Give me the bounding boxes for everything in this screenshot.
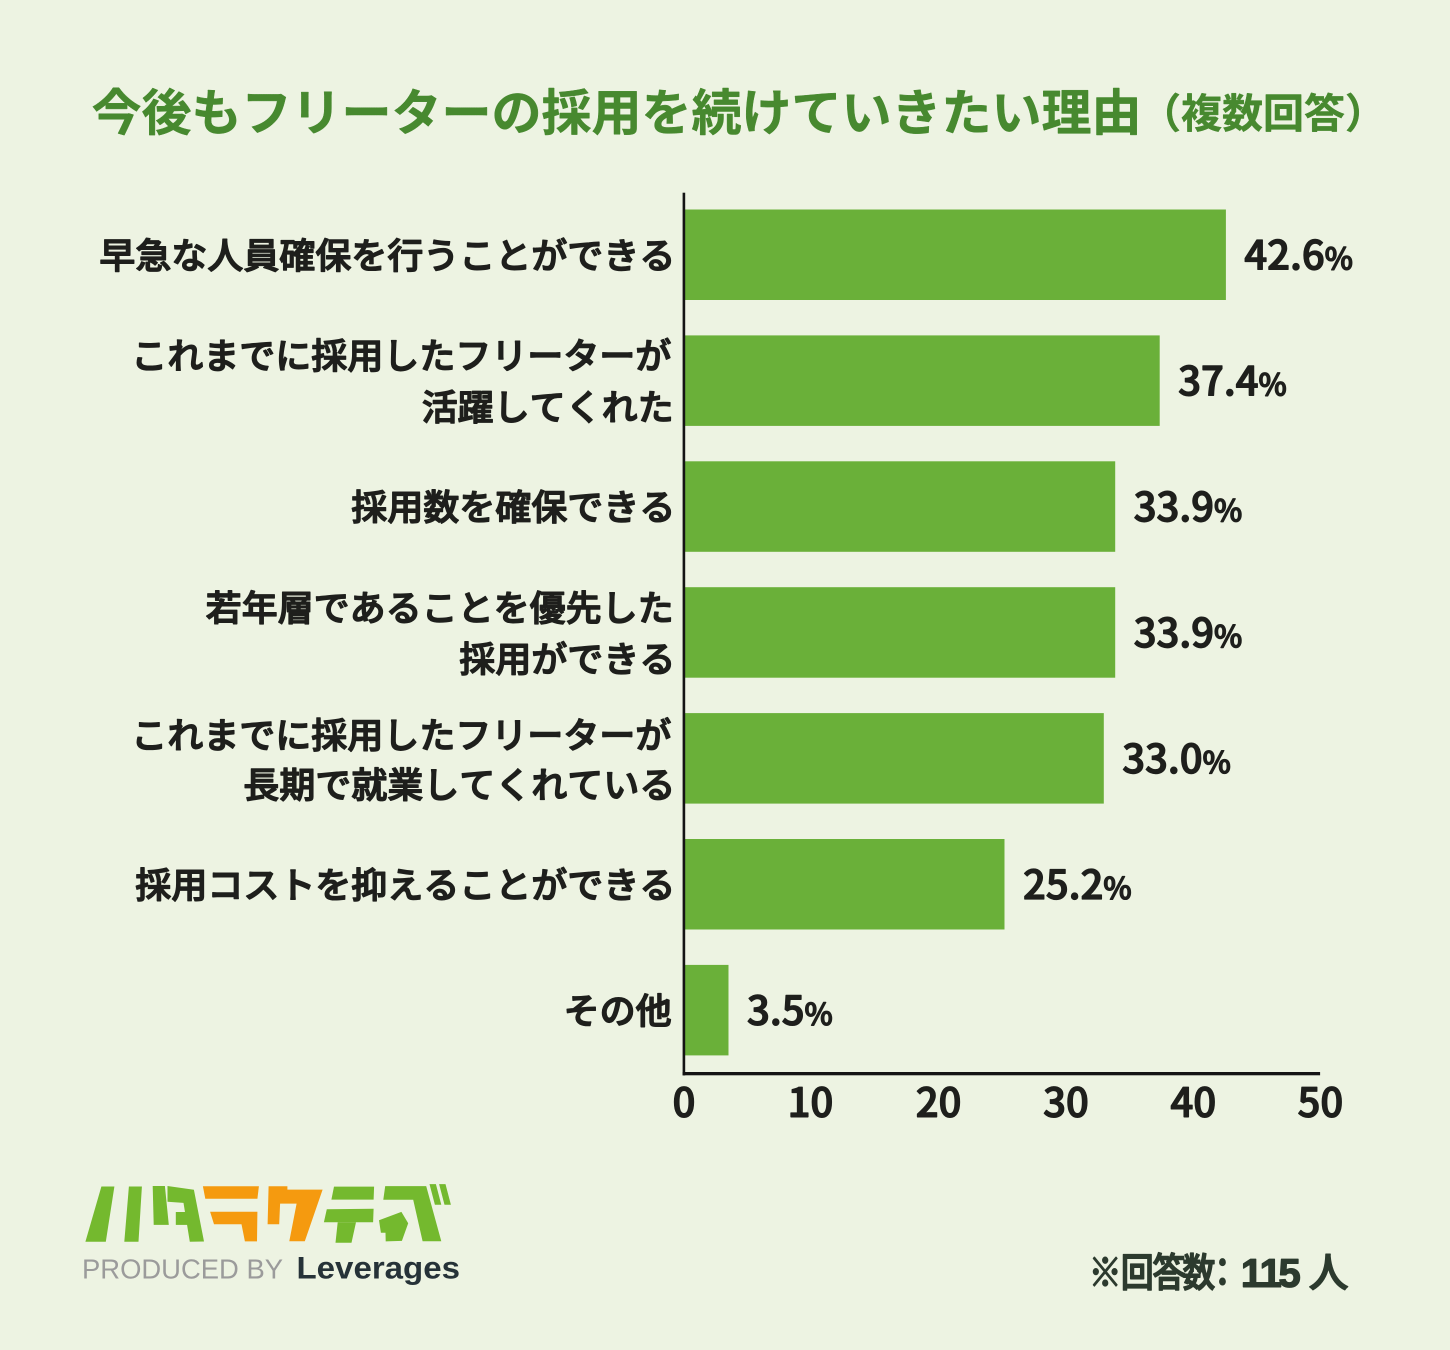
svg-text:Leverages: Leverages <box>297 1249 461 1285</box>
svg-text:PRODUCED BY: PRODUCED BY <box>82 1253 283 1284</box>
